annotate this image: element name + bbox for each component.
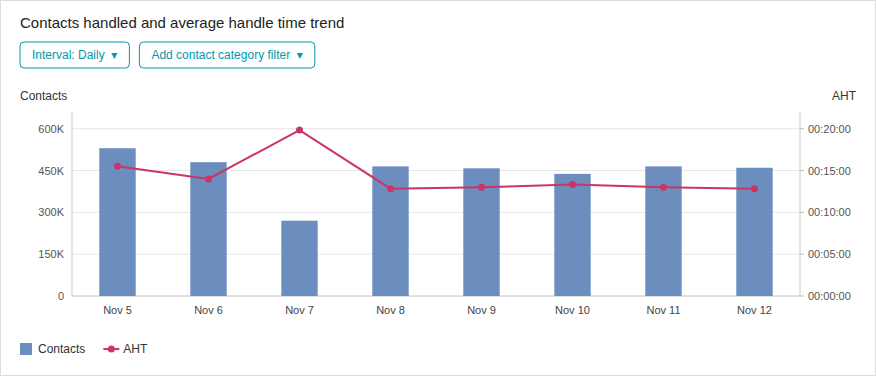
y2-tick-label: 00:15:00 [808,165,851,177]
bar [554,174,590,296]
grid [72,129,800,296]
legend-marker [108,346,115,353]
chart: Contacts handled and average handle time… [0,0,876,376]
filter-button[interactable]: Interval: Daily ▾ [20,42,129,68]
line-marker [478,184,485,191]
y-tick-label: 150K [38,248,64,260]
page: {"chart_data": {"type": "bar", "title": … [0,0,876,376]
line-marker [114,163,121,170]
legend-swatch [20,343,32,355]
line-series [114,127,758,193]
y2-tick-label: 00:20:00 [808,123,851,135]
y-tick-label: 450K [38,165,64,177]
legend: Contacts AHT [20,342,148,356]
x-tick-label: Nov 6 [194,304,223,316]
grid-line [72,296,800,297]
line-marker [751,185,758,192]
x-tick-label: Nov 11 [646,304,680,316]
y2-tick-label: 00:10:00 [808,206,851,218]
panel [1,1,876,376]
bar [736,168,772,296]
x-tick-label: Nov 5 [103,304,132,316]
y2-tick [800,128,804,129]
bar [190,162,226,296]
y2-tick-label: 00:05:00 [808,248,851,260]
bar [99,148,135,296]
line-marker [296,127,303,134]
x-tick-label: Nov 7 [285,304,314,316]
marks [99,127,772,296]
y-axis-line [72,112,73,296]
line-marker [205,175,212,182]
legend-label: Contacts [38,342,85,356]
title: Contacts handled and average handle time… [20,14,344,31]
x-tick-label: Nov 9 [467,304,496,316]
y2-tick [800,296,804,297]
y-tick-label: 300K [38,206,64,218]
x-tick-label: Nov 10 [555,304,590,316]
grid-line [72,128,800,129]
y2-axis-title: AHT [832,89,857,103]
legend-label: AHT [123,342,148,356]
line-marker [569,181,576,188]
bar [645,166,681,296]
grid-line [72,212,800,213]
bar [281,221,317,296]
line [118,130,755,189]
bar-series [99,148,772,296]
x-axis-line [72,296,800,297]
grid-line [72,170,800,171]
button-label[interactable]: Interval: Daily ▾ [32,48,117,62]
button-frame[interactable] [139,42,314,68]
button-frame[interactable] [20,42,129,68]
filter-button[interactable]: Add contact category filter ▾ [139,42,314,68]
bar [372,166,408,296]
y2-tick [800,170,804,171]
y-tick-label: 0 [58,290,64,302]
line-marker [387,185,394,192]
y2-tick-label: 00:00:00 [808,290,851,302]
y2-tick [800,254,804,255]
line-marker [660,184,667,191]
grid-line [72,254,800,255]
y2-axis-line [800,112,801,296]
y-tick-label: 600K [38,123,64,135]
y-axis-title: Contacts [20,89,67,103]
y2-tick [800,212,804,213]
x-tick-label: Nov 8 [376,304,405,316]
x-tick-label: Nov 12 [737,304,772,316]
button-label[interactable]: Add contact category filter ▾ [151,48,302,62]
